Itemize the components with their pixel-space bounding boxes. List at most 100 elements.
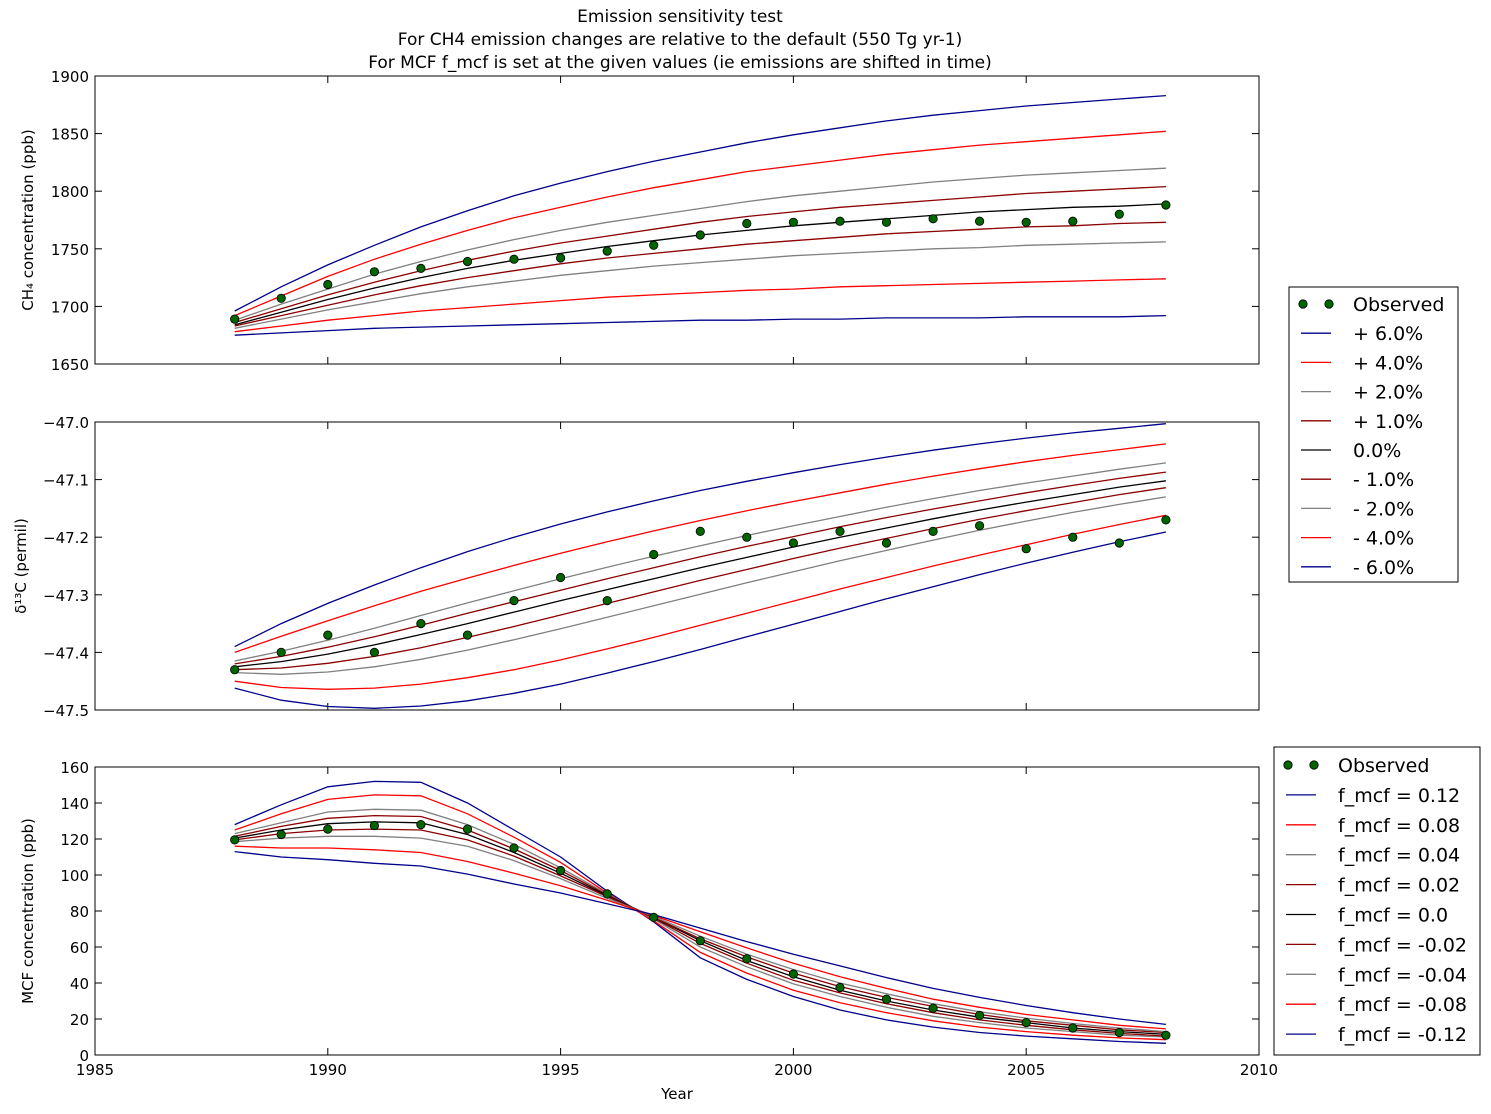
observed-point-ch4 <box>881 217 892 227</box>
observed-point-mcf <box>509 843 519 853</box>
observed-point-d13c <box>649 549 659 560</box>
observed-point-d13c <box>1161 515 1171 525</box>
x-axis-label: Year <box>660 1085 694 1103</box>
series-line-ch4-7 <box>234 278 1166 333</box>
legend-label-mcf: f_mcf = -0.02 <box>1338 934 1467 956</box>
legend-label-ch4: + 1.0% <box>1353 411 1423 433</box>
legend-marker-observed <box>1309 760 1319 770</box>
y-tick-label-ch4: 1900 <box>51 68 89 86</box>
series-line-d13c-7 <box>234 514 1167 690</box>
observed-point-ch4 <box>695 230 705 240</box>
y-tick-label-mcf: 60 <box>70 939 89 957</box>
observed-point-ch4 <box>1161 200 1171 210</box>
series-line-mcf-7 <box>234 845 1166 1030</box>
series-line-ch4-1 <box>234 130 1166 317</box>
legend-mcf: Observed f_mcf = 0.12 f_mcf = 0.08 f_mcf = … <box>1273 746 1481 1056</box>
observed-point-mcf <box>416 819 426 830</box>
observed-point-d13c <box>1114 538 1124 548</box>
legend-label-mcf: f_mcf = -0.12 <box>1338 1024 1467 1046</box>
series-line-ch4-6 <box>234 241 1166 329</box>
panel-ch4: 1650 1700 1750 1800 1850 1900 CH₄ concentratio… <box>19 68 1459 583</box>
y-tick-label-d13c: −47.4 <box>43 644 89 662</box>
x-tick-label: 2010 <box>1240 1061 1278 1079</box>
observed-point-mcf <box>974 1010 985 1021</box>
series-line-ch4-5 <box>234 221 1166 327</box>
legend-marker-observed <box>1298 299 1308 309</box>
observed-point-mcf <box>230 835 240 845</box>
axes-frame-ch4 <box>94 75 1260 365</box>
y-tick-label-mcf: 120 <box>60 831 89 849</box>
series-line-d13c-0 <box>234 423 1166 648</box>
observed-point-ch4 <box>742 218 752 229</box>
observed-point-ch4 <box>974 216 985 226</box>
x-tick-label: 2005 <box>1007 1061 1045 1079</box>
series-line-d13c-4 <box>234 480 1166 668</box>
series-line-d13c-8 <box>234 531 1167 709</box>
y-tick-label-mcf: 80 <box>70 903 89 921</box>
observed-point-d13c <box>788 538 799 548</box>
observed-point-d13c <box>276 647 286 658</box>
legend-label-mcf: f_mcf = -0.08 <box>1338 994 1467 1016</box>
panel-d13c: −47.5 −47.4 −47.3 −47.2 −47.1 −47.0 δ¹³C (perm… <box>12 414 1260 720</box>
observed-point-mcf <box>1021 1017 1031 1028</box>
panel-mcf: 0 20 40 60 80 100 120 140 160 1985 1990 1995 2000 200… <box>19 746 1481 1103</box>
observed-point-d13c <box>509 595 519 606</box>
legend-label-ch4: - 4.0% <box>1353 528 1414 550</box>
legend-label-mcf: f_mcf = -0.04 <box>1338 964 1467 986</box>
legend-label-ch4: - 6.0% <box>1353 557 1414 579</box>
series-line-d13c-3 <box>234 471 1166 665</box>
legend-marker-observed <box>1324 299 1334 309</box>
series-line-mcf-6 <box>234 835 1166 1033</box>
observed-point-d13c <box>369 647 379 658</box>
observed-point-mcf <box>276 829 286 840</box>
series-line-ch4-3 <box>234 185 1166 324</box>
legend-box-ch4 <box>1288 286 1459 583</box>
y-tick-label-ch4: 1850 <box>51 126 89 144</box>
x-tick-label: 1995 <box>542 1061 580 1079</box>
observed-point-mcf <box>928 1003 938 1013</box>
observed-point-mcf <box>788 969 799 979</box>
x-tick-label: 2000 <box>774 1061 812 1079</box>
y-tick-label-mcf: 0 <box>79 1047 89 1065</box>
observed-point-mcf <box>881 994 892 1004</box>
series-line-mcf-8 <box>234 850 1166 1026</box>
legend-label-ch4: Observed <box>1353 294 1444 316</box>
x-tick-label: 1985 <box>76 1061 114 1079</box>
observed-point-mcf <box>649 912 659 922</box>
legend-label-mcf: Observed <box>1338 755 1429 777</box>
observed-point-d13c <box>1021 544 1031 554</box>
series-line-d13c-1 <box>234 443 1166 654</box>
y-axis-label-ch4: CH₄ concentration (ppb) <box>19 129 37 310</box>
y-axis-label-d13c: δ¹³C (permil) <box>12 518 30 614</box>
observed-point-ch4 <box>928 214 938 224</box>
observed-point-d13c <box>323 630 333 640</box>
series-line-d13c-2 <box>234 462 1166 662</box>
y-tick-label-d13c: −47.0 <box>43 414 89 432</box>
observed-point-ch4 <box>416 263 426 273</box>
y-tick-label-ch4: 1750 <box>51 241 89 259</box>
observed-point-d13c <box>602 595 612 606</box>
observed-point-ch4 <box>788 217 799 227</box>
y-tick-label-d13c: −47.1 <box>43 472 89 490</box>
observed-point-d13c <box>230 665 240 675</box>
observed-point-ch4 <box>230 314 240 324</box>
series-line-mcf-5 <box>234 828 1166 1034</box>
observed-point-mcf <box>1114 1027 1124 1038</box>
observed-point-d13c <box>555 572 566 583</box>
legend-label-ch4: 0.0% <box>1353 440 1401 462</box>
observed-point-mcf <box>1068 1023 1078 1033</box>
y-axis-label-mcf: MCF concentration (ppb) <box>19 818 37 1004</box>
observed-point-ch4 <box>555 253 566 263</box>
observed-point-ch4 <box>1021 217 1031 227</box>
y-tick-label-d13c: −47.3 <box>43 587 89 605</box>
y-tick-label-mcf: 100 <box>60 867 89 885</box>
observed-point-mcf <box>602 889 612 899</box>
observed-point-d13c <box>416 618 426 629</box>
observed-point-mcf <box>323 824 333 834</box>
observed-point-d13c <box>462 630 473 640</box>
legend-label-mcf: f_mcf = 0.04 <box>1338 845 1460 867</box>
legend-label-mcf: f_mcf = 0.12 <box>1338 785 1460 807</box>
series-line-mcf-0 <box>234 780 1166 1044</box>
observed-point-ch4 <box>369 267 379 277</box>
